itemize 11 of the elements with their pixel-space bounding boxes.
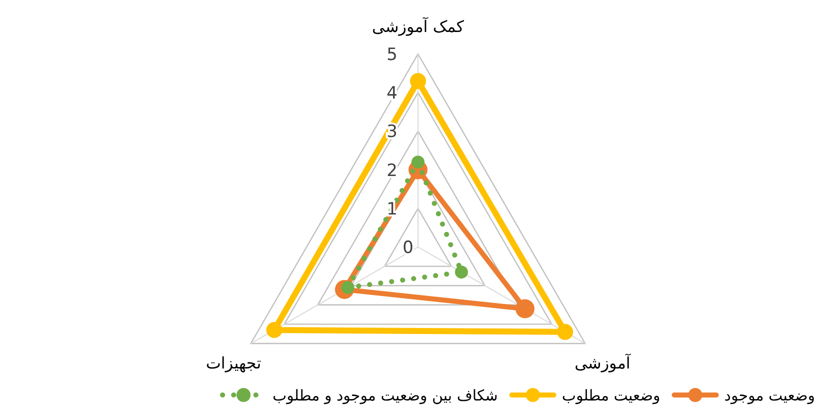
legend-label: وضعیت موجود <box>724 386 815 404</box>
y-tick-label: 4 <box>386 84 398 104</box>
legend-label: شکاف بین وضعیت موجود و مطلوب <box>272 386 498 404</box>
spoke-label: آموزشی <box>574 352 632 372</box>
y-tick-label: 0 <box>402 238 414 258</box>
y-tick-label: 5 <box>386 44 398 65</box>
legend-label: وضعیت مطلوب <box>562 386 660 404</box>
spoke-label: تجهیزات <box>206 354 262 372</box>
y-tick-label: 2 <box>386 160 398 181</box>
y-tick-label: 1 <box>386 199 398 220</box>
spoke-label: کمک آموزشی <box>372 16 464 36</box>
